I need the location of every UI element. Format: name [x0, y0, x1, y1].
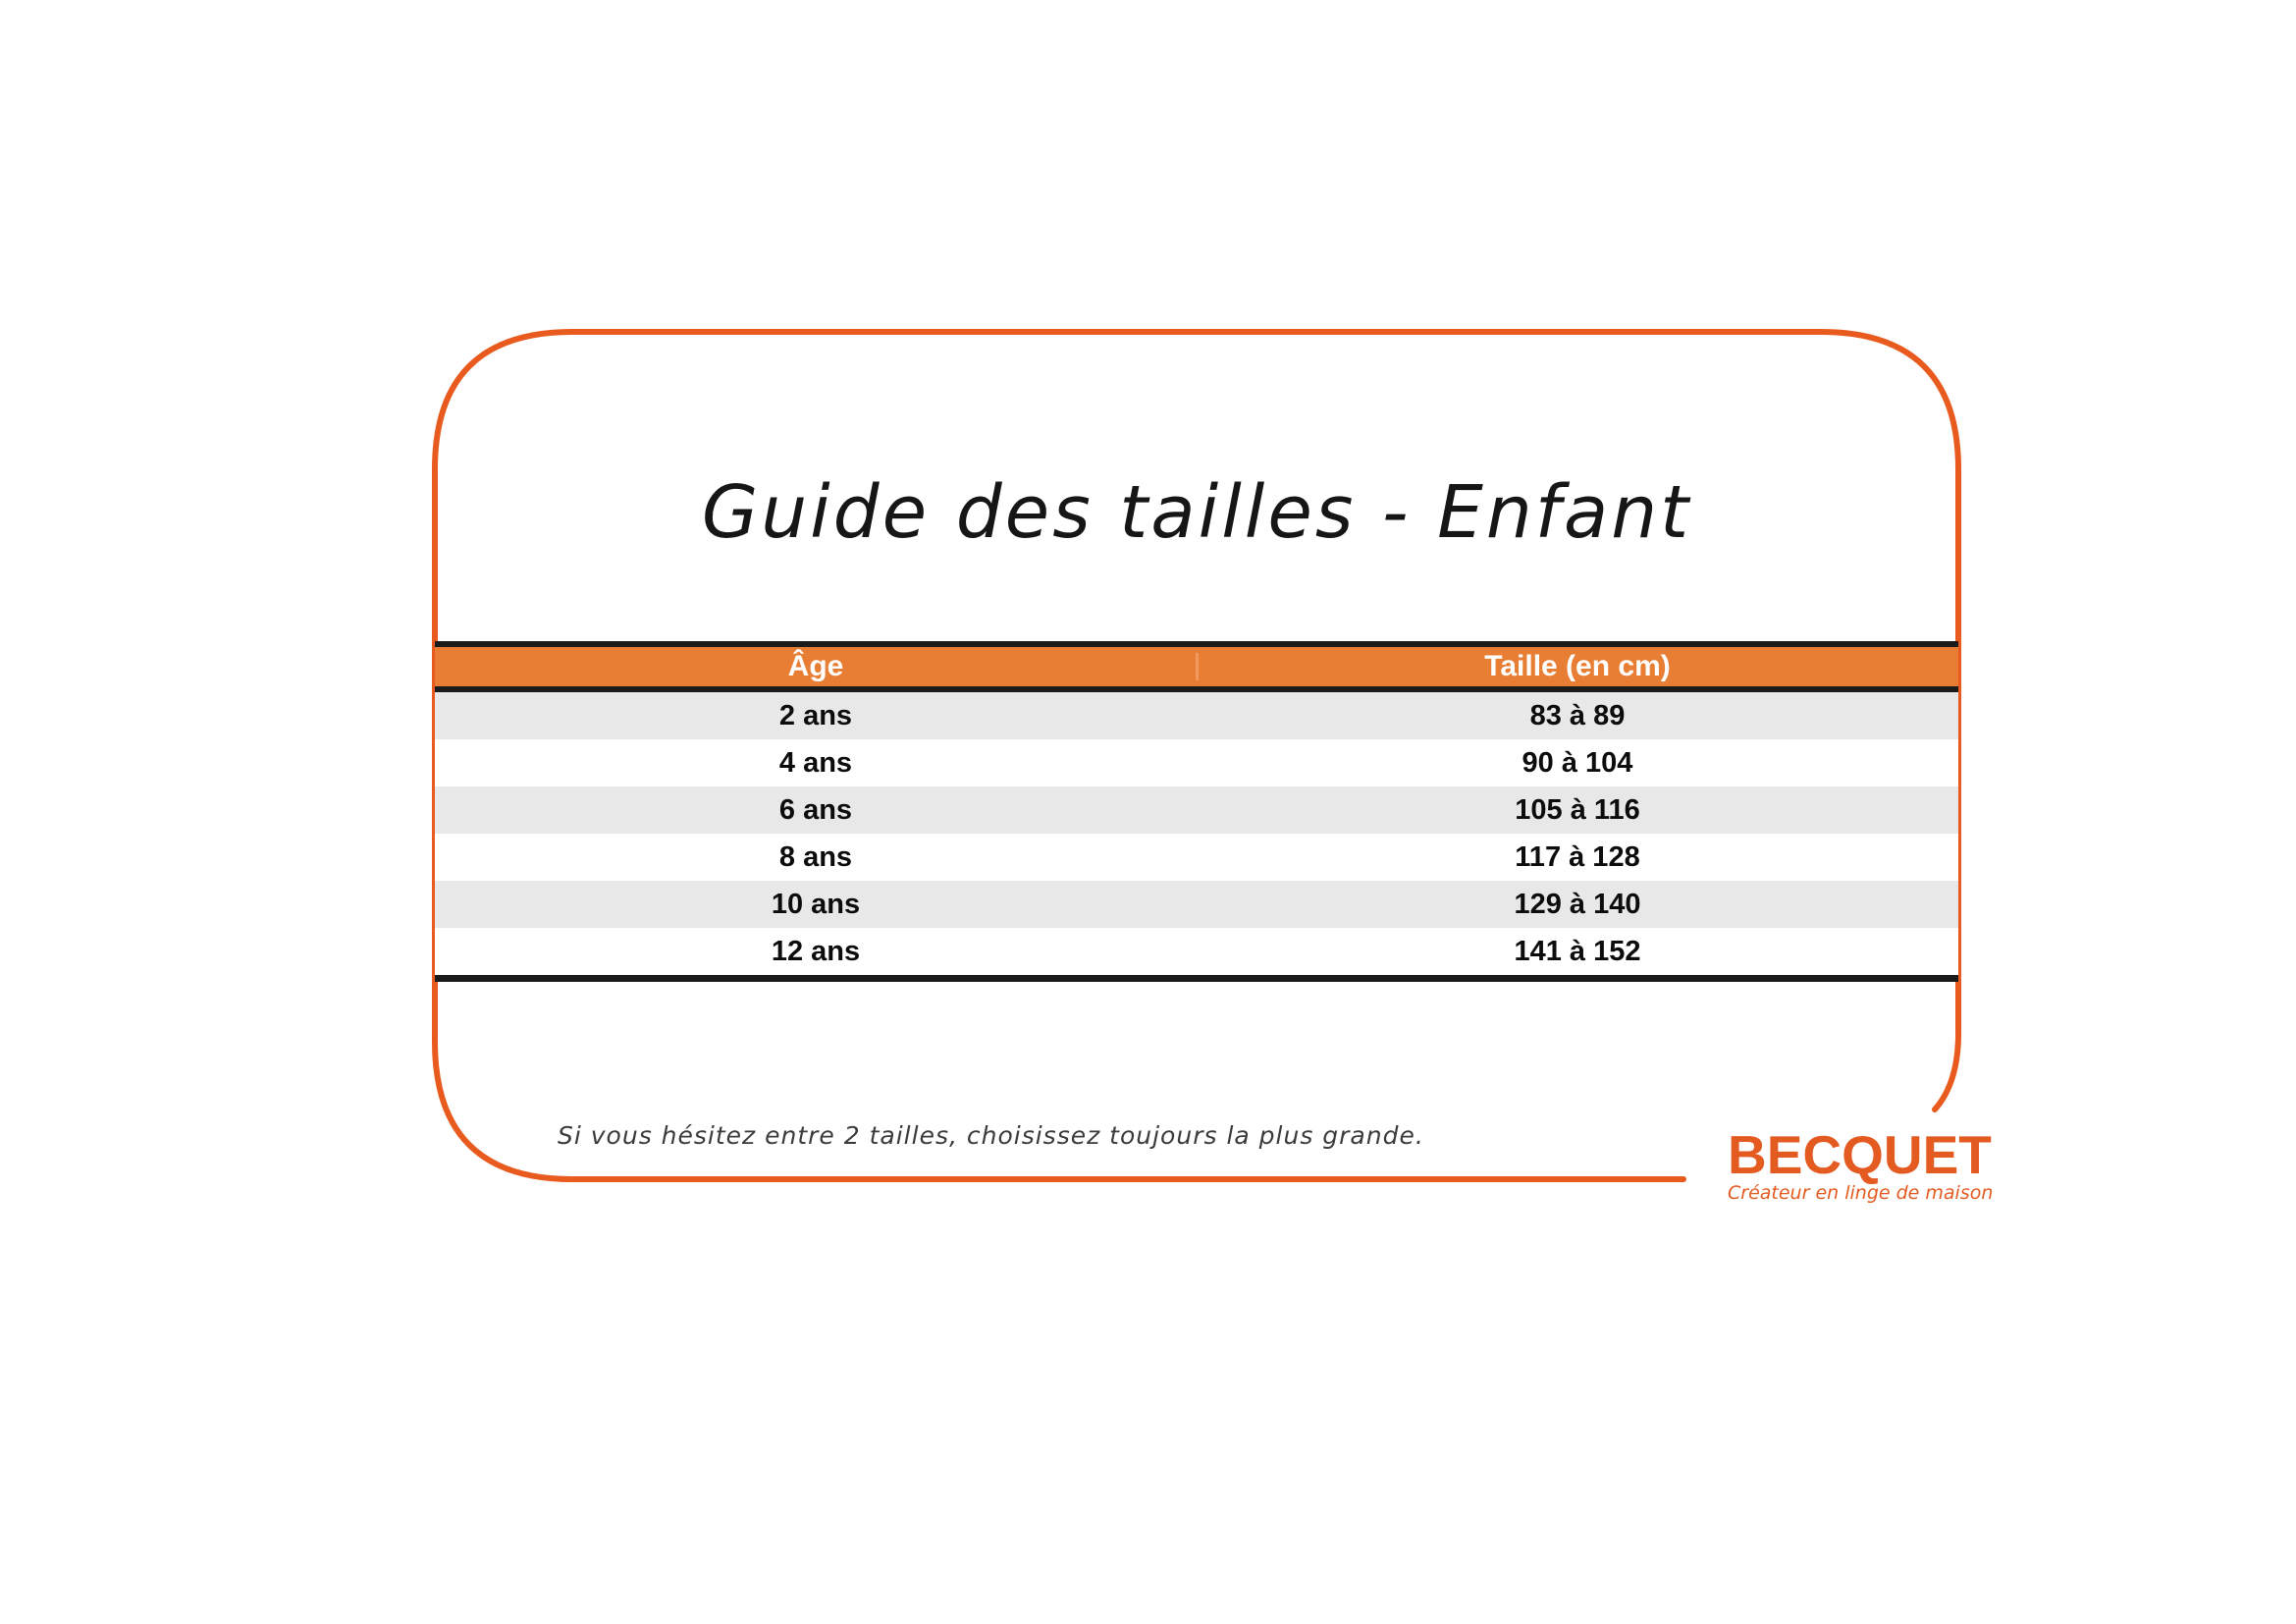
- taille-cell: 129 à 140: [1514, 888, 1641, 920]
- table-header-row: Âge Taille (en cm): [435, 647, 1958, 692]
- age-cell: 10 ans: [771, 888, 861, 920]
- table-row: 12 ans 141 à 152: [435, 928, 1958, 975]
- table-row: 8 ans 117 à 128: [435, 834, 1958, 881]
- age-cell: 4 ans: [778, 746, 853, 779]
- table-row: 6 ans 105 à 116: [435, 786, 1958, 834]
- taille-cell: 83 à 89: [1529, 699, 1626, 731]
- age-cell: 2 ans: [778, 699, 853, 731]
- table-row: 2 ans 83 à 89: [435, 692, 1958, 739]
- age-cell: 6 ans: [778, 793, 853, 826]
- age-cell: 8 ans: [778, 840, 853, 873]
- table-row: 10 ans 129 à 140: [435, 881, 1958, 928]
- table-row: 4 ans 90 à 104: [435, 739, 1958, 786]
- page-title: Guide des tailles - Enfant: [701, 470, 1692, 555]
- header-taille: Taille (en cm): [1484, 650, 1671, 682]
- brand-tagline: Créateur en linge de maison: [1728, 1182, 1994, 1204]
- table-body: 2 ans 83 à 89 4 ans 90 à 104 6 ans 105 à…: [435, 692, 1958, 975]
- taille-cell: 141 à 152: [1514, 935, 1641, 967]
- header-age: Âge: [787, 650, 844, 682]
- sizing-advice-note: Si vous hésitez entre 2 tailles, choisis…: [558, 1121, 1424, 1150]
- brand-name: BECQUET: [1728, 1124, 1992, 1185]
- age-cell: 12 ans: [771, 935, 861, 967]
- size-table: Âge Taille (en cm) 2 ans 83 à 89 4 ans 9…: [435, 641, 1958, 982]
- brand-logo: BECQUET Créateur en linge de maison: [1728, 1124, 1994, 1206]
- taille-cell: 105 à 116: [1515, 793, 1640, 826]
- header-column-divider: [1196, 653, 1199, 680]
- taille-cell: 117 à 128: [1515, 840, 1640, 873]
- taille-cell: 90 à 104: [1522, 746, 1633, 779]
